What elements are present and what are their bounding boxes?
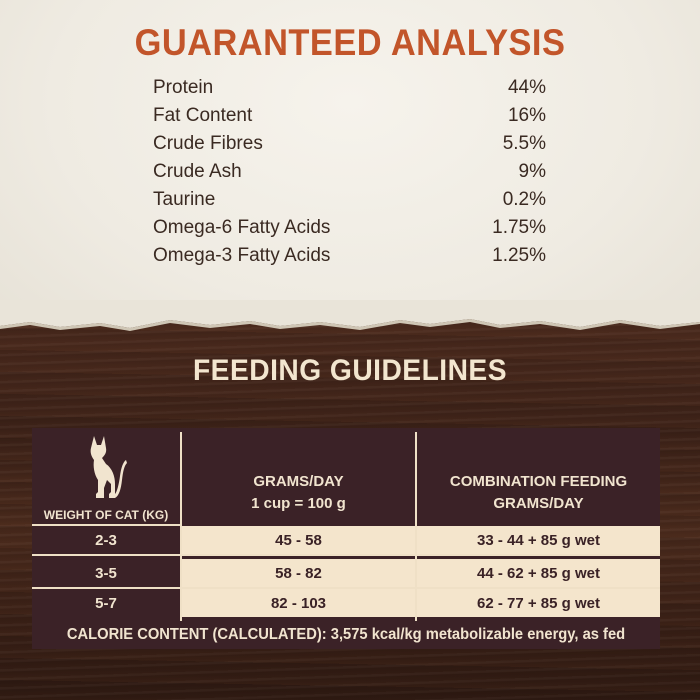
guaranteed-analysis-title: GUARANTEED ANALYSIS: [134, 22, 566, 63]
header-grams-line1: GRAMS/DAY: [253, 473, 344, 490]
analysis-label: Protein: [153, 77, 214, 98]
header-weight: WEIGHT OF CAT (KG): [43, 508, 169, 522]
analysis-value: 9%: [518, 161, 546, 182]
row-grams: 58 - 82: [182, 559, 415, 587]
analysis-label: Fat Content: [153, 105, 253, 126]
calorie-content: CALORIE CONTENT (CALCULATED): 3,575 kcal…: [66, 626, 626, 643]
row-divider: [32, 587, 660, 589]
feeding-table: WEIGHT OF CAT (KG) GRAMS/DAY 1 cup = 100…: [32, 428, 660, 649]
analysis-label: Taurine: [153, 189, 216, 210]
analysis-label: Crude Fibres: [153, 133, 263, 154]
row-combo: 62 - 77 + 85 g wet: [417, 589, 660, 617]
analysis-row-taurine: Taurine 0.2%: [153, 186, 546, 214]
analysis-row-fat: Fat Content 16%: [153, 102, 546, 130]
analysis-value: 0.2%: [502, 189, 546, 210]
analysis-value: 44%: [507, 77, 546, 98]
analysis-label: Omega-6 Fatty Acids: [153, 217, 331, 238]
feeding-guidelines-title: FEEDING GUIDELINES: [192, 354, 507, 387]
parchment-background: [0, 0, 700, 340]
row-weight: 2-3: [32, 526, 180, 554]
row-weight: 3-5: [32, 559, 180, 587]
row-grams: 45 - 58: [182, 526, 415, 554]
cat-icon: [90, 436, 127, 498]
analysis-row-omega3: Omega-3 Fatty Acids 1.25%: [153, 242, 546, 270]
analysis-row-ash: Crude Ash 9%: [153, 158, 546, 186]
torn-paper-edge: [0, 300, 700, 331]
column-divider: [180, 432, 182, 621]
analysis-value: 1.25%: [492, 245, 546, 266]
row-divider: [32, 524, 180, 526]
header-combo-line2: GRAMS/DAY: [493, 495, 584, 512]
analysis-row-fibres: Crude Fibres 5.5%: [153, 130, 546, 158]
column-divider: [415, 432, 417, 621]
analysis-value: 5.5%: [502, 133, 546, 154]
analysis-row-protein: Protein 44%: [153, 74, 546, 102]
analysis-label: Crude Ash: [153, 161, 242, 182]
header-grams-line2: 1 cup = 100 g: [251, 495, 346, 512]
guaranteed-analysis-list: Protein 44% Fat Content 16% Crude Fibres…: [153, 74, 546, 270]
row-combo: 44 - 62 + 85 g wet: [417, 559, 660, 587]
analysis-value: 1.75%: [492, 217, 546, 238]
analysis-value: 16%: [507, 105, 546, 126]
analysis-label: Omega-3 Fatty Acids: [153, 245, 331, 266]
row-weight: 5-7: [32, 589, 180, 617]
analysis-row-omega6: Omega-6 Fatty Acids 1.75%: [153, 214, 546, 242]
row-grams: 82 - 103: [182, 589, 415, 617]
header-combo-line1: COMBINATION FEEDING: [449, 473, 628, 490]
row-divider: [32, 554, 660, 556]
row-combo: 33 - 44 + 85 g wet: [417, 526, 660, 554]
